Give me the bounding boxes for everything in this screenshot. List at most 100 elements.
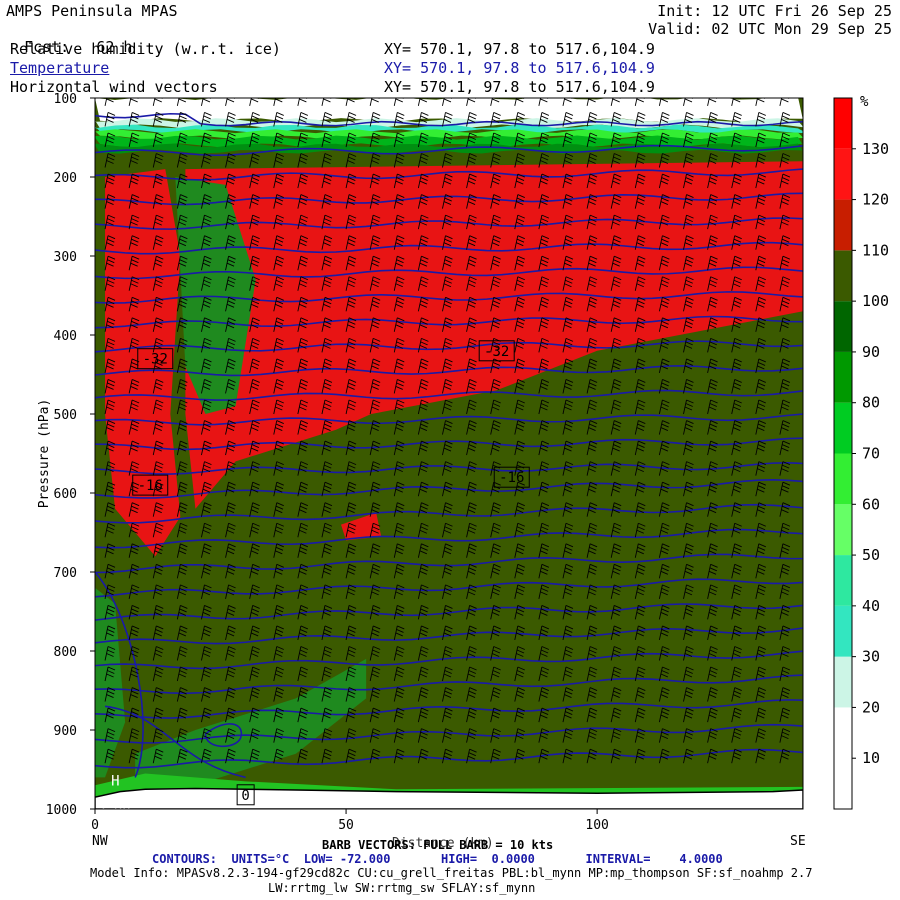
wind-barb: [345, 214, 357, 230]
wind-barb: [466, 461, 477, 476]
wind-barb: [225, 440, 236, 456]
wind-barb: [104, 522, 116, 538]
wind-barb: [393, 420, 405, 435]
wind-barb: [249, 337, 260, 353]
wind-barb: [417, 543, 429, 558]
wind-barb: [249, 604, 260, 620]
wind-barb: [176, 379, 188, 394]
wind-barb: [345, 255, 357, 271]
wind-barb: [369, 98, 380, 106]
wind-barb: [731, 522, 742, 538]
colorbar-label: 80: [862, 394, 880, 412]
wind-barb: [634, 194, 646, 209]
wind-barb: [731, 255, 742, 271]
wind-barb: [128, 112, 140, 127]
wind-barb: [634, 132, 646, 148]
wind-barb: [345, 358, 357, 374]
wind-barb: [634, 255, 646, 271]
wind-barb: [297, 522, 309, 538]
wind-barb: [610, 112, 622, 127]
wind-barb: [201, 728, 212, 743]
wind-barb: [225, 153, 236, 168]
wind-barb: [104, 604, 116, 620]
wind-barb: [562, 707, 574, 723]
wind-barb: [634, 296, 646, 312]
y-tick-label: 400: [54, 329, 77, 344]
wind-barb: [297, 707, 309, 723]
wind-barb: [104, 666, 116, 682]
wind-barb: [442, 543, 453, 558]
wind-barb: [345, 194, 357, 209]
wind-barb: [779, 604, 791, 620]
wind-barb: [683, 625, 694, 641]
wind-barb: [490, 255, 501, 271]
wind-barb: [369, 153, 381, 168]
wind-barb: [152, 604, 164, 620]
wind-barb: [393, 235, 405, 250]
wind-barb: [514, 440, 525, 456]
wind-barb: [201, 173, 212, 189]
wind-barb: [610, 563, 622, 579]
wind-barb: [610, 666, 622, 682]
wind-barb: [104, 481, 116, 497]
wind-barb: [128, 522, 140, 538]
wind-barb: [176, 461, 188, 476]
wind-barb: [345, 543, 357, 558]
wind-barb: [128, 687, 140, 702]
wind-barb: [610, 481, 622, 497]
wind-barb: [538, 112, 550, 127]
wind-barb: [321, 522, 333, 538]
colorbar-segment: [834, 250, 852, 302]
wind-barb: [128, 502, 140, 517]
colorbar-label: 70: [862, 445, 880, 463]
wind-barb: [683, 153, 694, 168]
wind-barb: [393, 317, 405, 332]
wind-barb: [731, 666, 742, 682]
wind-barb: [490, 502, 501, 517]
wind-barb: [658, 604, 670, 620]
wind-barb: [201, 604, 212, 620]
wind-barb: [683, 358, 694, 374]
wind-barb: [658, 440, 670, 456]
wind-barb: [321, 481, 333, 497]
wind-barb: [249, 379, 260, 394]
wind-barb: [104, 173, 116, 189]
wind-barb: [658, 255, 670, 271]
wind-barb: [152, 522, 164, 538]
wind-barb: [321, 153, 333, 168]
wind-barb: [345, 173, 357, 189]
wind-barb: [634, 707, 646, 723]
wind-barb: [393, 379, 405, 394]
wind-barb: [538, 337, 550, 353]
wind-barb: [176, 666, 188, 682]
wind-barb: [514, 379, 525, 394]
wind-barb: [249, 563, 260, 579]
wind-barb: [731, 687, 742, 702]
wind-barb: [273, 296, 284, 312]
wind-barb: [369, 522, 381, 538]
wind-barb: [321, 276, 333, 291]
wind-barb: [417, 440, 429, 456]
wind-barb: [610, 173, 622, 189]
temperature-contour: [95, 266, 803, 280]
wind-barb: [658, 132, 670, 148]
wind-barb: [466, 98, 476, 106]
wind-barb: [225, 173, 236, 189]
wind-barb: [442, 502, 453, 517]
wind-barb: [779, 748, 791, 764]
wind-barb: [369, 276, 381, 291]
wind-barb: [369, 440, 381, 456]
wind-barb: [345, 399, 357, 415]
wind-barb: [562, 194, 574, 209]
wind-barb: [658, 707, 670, 723]
wind-barb: [707, 399, 718, 415]
wind-barb: [297, 112, 309, 127]
wind-barb: [610, 337, 622, 353]
wind-barb: [393, 748, 405, 764]
wind-barb: [249, 132, 260, 148]
temperature-contour: [95, 112, 803, 127]
wind-barb: [345, 98, 356, 106]
wind-barb: [755, 296, 766, 312]
wind-barb: [369, 461, 381, 476]
wind-barb: [152, 399, 164, 415]
